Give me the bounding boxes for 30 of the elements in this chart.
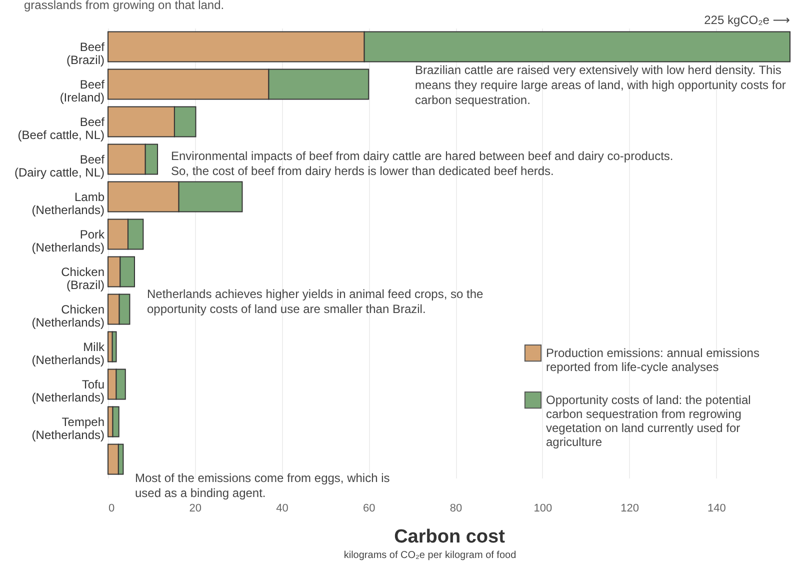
bar: [112, 331, 117, 362]
x-tick-label: 120: [620, 502, 639, 514]
annotation: Most of the emissions come from eggs, which is used as a binding agent.: [135, 471, 390, 500]
x-axis-title: Carbon cost: [394, 526, 506, 548]
legend-label: Production emissions: annual emissions reported from life-cycle analyses: [546, 346, 760, 374]
y-tick-label: Tempeh (Netherlands): [32, 414, 104, 442]
chart-subtitle: grasslands from growing on that land.: [24, 0, 224, 12]
x-tick-label: 100: [534, 502, 552, 514]
x-tick-label: 60: [363, 502, 376, 514]
y-tick-label: Beef (Ireland): [60, 77, 106, 104]
x-tick-label: 0: [108, 502, 115, 514]
text: 225 kgCO₂e ⟶: [704, 13, 790, 27]
annotation: Netherlands achieves higher yields in animal feed crops, so the opportunity costs of land use are smaller than Brazil.: [147, 287, 484, 316]
y-tick-label: Beef (Dairy cattle, NL): [14, 152, 106, 180]
text: kilograms of CO₂e per kilogram of food: [344, 550, 516, 561]
x-tick-label: 40: [276, 502, 288, 514]
y-tick-label: Tofu (Netherlands): [32, 377, 104, 404]
x-tick-label: 80: [450, 502, 462, 514]
y-tick-label: Beef (Brazil): [66, 40, 106, 67]
annotation: Brazilian cattle are raised very extensively with low herd density. This means they require large areas of land, with high opportunity costs for carbon sequestration.: [415, 63, 786, 107]
y-tick-label: Chicken (Brazil): [61, 264, 104, 292]
x-tick-label: 140: [707, 502, 726, 514]
annotation: Environmental impacts of beef from dairy cattle are hared between beef and dairy co-products. So, the cost of beef from dairy herds is lower than dedicated beef herds.: [171, 149, 674, 178]
y-tick-label: Chicken (Netherlands): [32, 302, 104, 330]
y-tick-label: Beef (Beef cattle, NL): [18, 114, 106, 142]
legend-label: Opportunity costs of land: the potential carbon sequestration from regrowing vegetation on land currently used for agriculture: [546, 393, 751, 449]
y-tick-label: Lamb (Netherlands): [32, 190, 105, 217]
y-tick-label: Pork (Netherlands): [32, 227, 106, 254]
x-tick-label: 20: [189, 502, 202, 514]
y-tick-label: Milk (Netherlands): [32, 340, 106, 367]
